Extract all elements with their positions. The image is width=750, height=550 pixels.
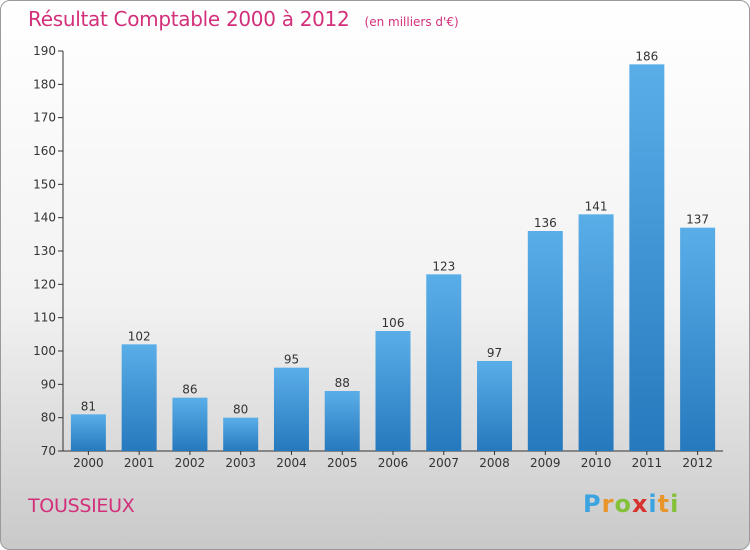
- bar-value-label: 97: [487, 346, 502, 360]
- y-tick-label: 150: [33, 177, 56, 191]
- bar-value-label: 86: [182, 383, 197, 397]
- x-tick-label: 2007: [428, 456, 459, 470]
- y-tick-label: 180: [33, 77, 56, 91]
- bar-value-label: 80: [233, 403, 248, 417]
- y-tick-label: 130: [33, 244, 56, 258]
- bar-value-label: 88: [335, 376, 350, 390]
- y-tick-label: 120: [33, 277, 56, 291]
- y-tick-label: 140: [33, 211, 56, 225]
- bar: [680, 227, 716, 451]
- bar: [578, 214, 614, 451]
- logo-letter: r: [601, 490, 615, 518]
- bar-value-label: 137: [686, 213, 709, 227]
- x-tick-label: 2009: [530, 456, 561, 470]
- bar-value-label: 106: [382, 316, 405, 330]
- y-tick-label: 80: [41, 411, 56, 425]
- commune-name: TOUSSIEUX: [28, 495, 135, 517]
- proxiti-logo: Proxiti: [583, 490, 679, 518]
- y-tick-label: 170: [33, 111, 56, 125]
- subtitle-text: (en milliers d'€): [364, 15, 459, 29]
- x-tick-label: 2003: [225, 456, 256, 470]
- bar: [426, 274, 462, 451]
- bar-value-label: 95: [284, 353, 299, 367]
- x-tick-label: 2004: [276, 456, 307, 470]
- logo-letter: P: [583, 490, 602, 518]
- x-tick-label: 2008: [479, 456, 510, 470]
- bar: [121, 344, 157, 451]
- logo-letter: i: [648, 490, 658, 518]
- bar-value-label: 141: [585, 199, 608, 213]
- x-tick-label: 2000: [73, 456, 104, 470]
- bar: [324, 391, 360, 451]
- logo-letter: t: [657, 490, 671, 518]
- bar: [375, 331, 411, 451]
- y-tick-label: 190: [33, 44, 56, 58]
- chart-title: Résultat Comptable 2000 à 2012 (en milli…: [28, 7, 459, 31]
- bar: [70, 414, 106, 451]
- bar: [172, 397, 208, 451]
- logo-letter: i: [670, 490, 680, 518]
- logo-letter: o: [614, 490, 632, 518]
- x-tick-label: 2011: [632, 456, 663, 470]
- x-tick-label: 2001: [124, 456, 155, 470]
- bar: [527, 231, 563, 451]
- logo-letter: x: [631, 490, 649, 518]
- x-tick-label: 2005: [327, 456, 358, 470]
- y-tick-label: 90: [41, 377, 56, 391]
- y-tick-label: 110: [33, 311, 56, 325]
- y-tick-label: 100: [33, 344, 56, 358]
- bar: [477, 361, 513, 451]
- bar-value-label: 81: [81, 399, 96, 413]
- bar-value-label: 102: [128, 329, 151, 343]
- y-tick-label: 70: [41, 444, 56, 458]
- title-text: Résultat Comptable 2000 à 2012: [28, 7, 350, 31]
- y-tick-label: 160: [33, 144, 56, 158]
- x-tick-label: 2010: [581, 456, 612, 470]
- x-tick-label: 2006: [378, 456, 409, 470]
- bar-value-label: 123: [432, 259, 455, 273]
- bar: [223, 417, 259, 451]
- bar: [629, 64, 665, 452]
- bar: [273, 367, 309, 451]
- bar-value-label: 136: [534, 216, 557, 230]
- bar-value-label: 186: [635, 49, 658, 63]
- x-tick-label: 2012: [682, 456, 713, 470]
- x-tick-label: 2002: [175, 456, 206, 470]
